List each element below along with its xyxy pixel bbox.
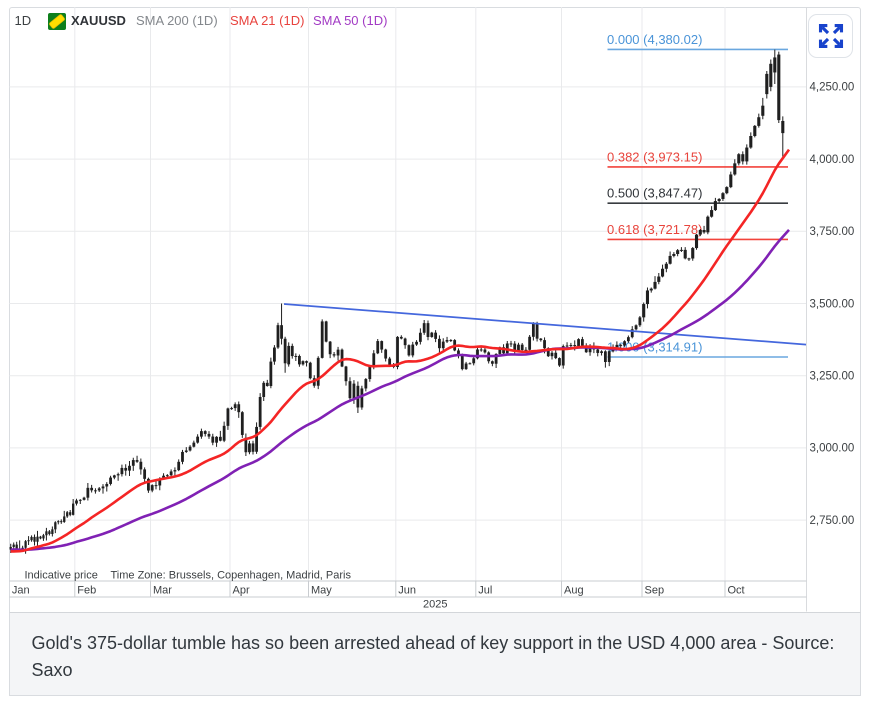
svg-text:Jun: Jun bbox=[398, 585, 416, 597]
svg-text:Oct: Oct bbox=[728, 585, 745, 597]
svg-text:3,500.00: 3,500.00 bbox=[810, 298, 855, 310]
svg-text:Sep: Sep bbox=[645, 585, 665, 597]
svg-text:2,750.00: 2,750.00 bbox=[810, 515, 855, 527]
svg-text:Time Zone: Brussels, Copenhage: Time Zone: Brussels, Copenhagen, Madrid,… bbox=[111, 570, 352, 582]
svg-text:Apr: Apr bbox=[233, 585, 250, 597]
svg-text:1.000 (3,314.91): 1.000 (3,314.91) bbox=[607, 340, 702, 355]
svg-text:4,000.00: 4,000.00 bbox=[810, 154, 855, 166]
svg-text:2025: 2025 bbox=[423, 599, 447, 611]
svg-text:3,250.00: 3,250.00 bbox=[810, 371, 855, 383]
svg-text:Aug: Aug bbox=[564, 585, 584, 597]
svg-text:3,750.00: 3,750.00 bbox=[810, 226, 855, 238]
svg-text:0.000 (4,380.02): 0.000 (4,380.02) bbox=[607, 32, 702, 47]
svg-text:0.382 (3,973.15): 0.382 (3,973.15) bbox=[607, 149, 702, 164]
svg-text:Indicative price: Indicative price bbox=[25, 570, 98, 582]
svg-text:Feb: Feb bbox=[77, 585, 96, 597]
svg-text:0.618 (3,721.78): 0.618 (3,721.78) bbox=[607, 222, 702, 237]
svg-text:Mar: Mar bbox=[153, 585, 172, 597]
svg-text:4,250.00: 4,250.00 bbox=[810, 82, 855, 94]
svg-text:0.500 (3,847.47): 0.500 (3,847.47) bbox=[607, 186, 702, 201]
svg-text:3,000.00: 3,000.00 bbox=[810, 443, 855, 455]
svg-text:Jan: Jan bbox=[12, 585, 30, 597]
svg-text:May: May bbox=[311, 585, 332, 597]
svg-text:Jul: Jul bbox=[478, 585, 492, 597]
